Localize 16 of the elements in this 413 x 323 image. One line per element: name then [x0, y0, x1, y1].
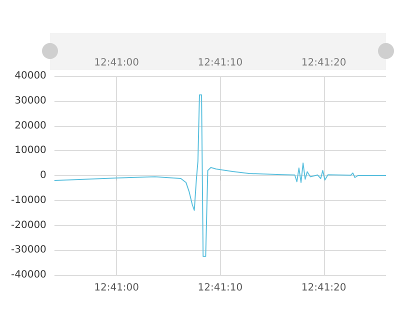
y-tick-label: -20000: [11, 220, 46, 231]
y-tick-label: -40000: [11, 270, 46, 280]
y-tick-label: -30000: [11, 244, 46, 256]
x-tick-label: 12:41:20: [301, 282, 346, 294]
y-tick-label: 20000: [14, 120, 46, 132]
y-tick-label: 40000: [14, 70, 46, 82]
x-tick-label: 12:41:00: [94, 282, 140, 294]
x-tick-label: 12:41:10: [198, 282, 243, 294]
y-tick-label: 0: [40, 170, 46, 181]
y-tick-label: 30000: [14, 95, 46, 106]
y-tick-label: 10000: [14, 145, 46, 156]
x2-tick-label: 12:41:20: [301, 58, 346, 68]
x2-tick-label: 12:41:00: [94, 58, 140, 68]
y-tick-label: -10000: [11, 194, 46, 206]
line-series: [54, 94, 386, 257]
x2-tick-label: 12:41:10: [198, 58, 243, 68]
